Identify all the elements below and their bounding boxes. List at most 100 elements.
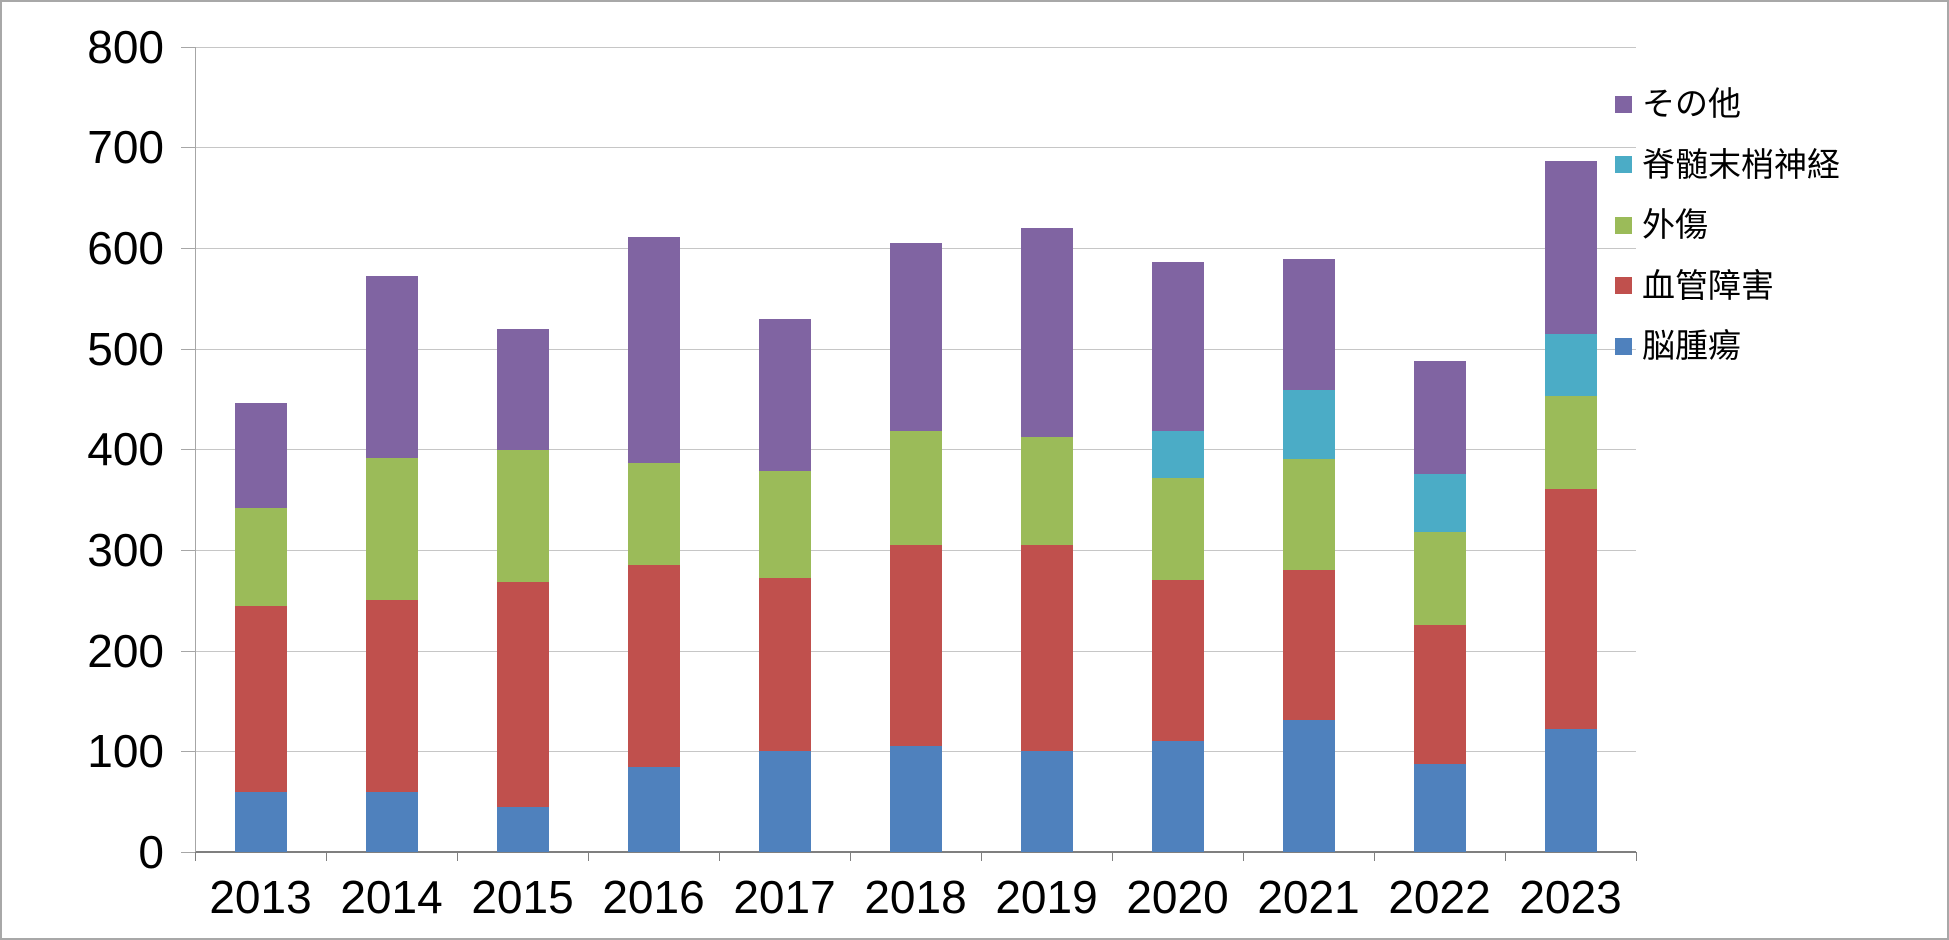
x-axis-label: 2016	[602, 871, 705, 923]
bar-segment-血管障害	[627, 565, 680, 768]
y-axis-tick	[181, 751, 195, 753]
bar-segment-外傷	[1544, 395, 1597, 489]
y-axis-label: 700	[87, 121, 164, 174]
x-axis-label: 2020	[1126, 871, 1229, 923]
y-axis-label: 300	[87, 523, 164, 576]
bar-segment-脳腫瘍	[234, 791, 287, 852]
bar-segment-脊髄末梢神経	[1282, 389, 1335, 460]
x-axis-label: 2013	[209, 871, 312, 923]
bar-segment-その他	[1413, 360, 1466, 475]
legend-label: 脳腫瘍	[1642, 327, 1741, 365]
y-axis-label: 100	[87, 725, 164, 778]
x-axis-line	[195, 851, 1636, 853]
x-axis-tick	[588, 852, 589, 861]
bar-segment-脊髄末梢神経	[1413, 474, 1466, 532]
bar-segment-血管障害	[1282, 570, 1335, 721]
bar-segment-外傷	[1413, 531, 1466, 626]
legend-label: その他	[1642, 85, 1741, 122]
bar-segment-脊髄末梢神経	[1544, 334, 1597, 396]
bar-segment-脳腫瘍	[889, 746, 942, 852]
bar-segment-脳腫瘍	[1151, 741, 1204, 852]
bar-2022	[1413, 47, 1466, 853]
y-axis-label: 500	[87, 322, 164, 375]
bar-segment-その他	[758, 319, 811, 472]
bar-segment-外傷	[1020, 437, 1073, 545]
x-axis-tick	[195, 852, 196, 861]
x-axis-label: 2022	[1388, 871, 1491, 923]
x-axis-tick	[850, 852, 851, 861]
bar-segment-外傷	[1282, 459, 1335, 571]
bar-segment-その他	[234, 402, 287, 508]
bar-segment-脳腫瘍	[1544, 729, 1597, 852]
y-axis-tick	[181, 247, 195, 249]
bar-segment-外傷	[496, 450, 549, 583]
bar-segment-その他	[1282, 258, 1335, 390]
legend-label: 血管障害	[1642, 266, 1774, 304]
bar-segment-脳腫瘍	[627, 767, 680, 852]
x-axis-label: 2017	[733, 871, 836, 923]
x-axis-tick	[981, 852, 982, 861]
x-axis-tick	[1374, 852, 1375, 861]
bar-segment-その他	[889, 242, 942, 432]
gridline	[195, 147, 1636, 149]
x-axis-tick	[457, 852, 458, 861]
plot-area	[195, 46, 1636, 853]
gridline	[195, 46, 1636, 48]
bar-segment-脳腫瘍	[758, 751, 811, 852]
y-axis-line	[195, 46, 196, 852]
y-axis-tick	[181, 549, 195, 551]
x-axis-tick	[719, 852, 720, 861]
bar-segment-血管障害	[1413, 625, 1466, 765]
y-axis-label: 600	[87, 221, 164, 274]
y-axis-tick	[181, 348, 195, 350]
legend-item: 血管障害	[1615, 266, 1774, 304]
x-axis-tick	[326, 852, 327, 861]
y-axis-tick	[181, 650, 195, 652]
x-axis-label: 2015	[471, 871, 574, 923]
x-axis-label: 2014	[340, 871, 443, 923]
y-axis-tick	[181, 147, 195, 149]
bar-2021	[1282, 47, 1335, 853]
bar-segment-外傷	[234, 507, 287, 607]
x-axis-tick	[1636, 852, 1637, 861]
bar-segment-その他	[1151, 261, 1204, 432]
bar-2013	[234, 47, 287, 853]
y-axis-label: 0	[138, 826, 164, 878]
bar-segment-その他	[365, 276, 418, 459]
x-axis-tick	[1243, 852, 1244, 861]
x-axis-label: 2019	[995, 871, 1098, 923]
bar-segment-血管障害	[365, 600, 418, 792]
bar-segment-血管障害	[234, 606, 287, 792]
bar-segment-その他	[1544, 161, 1597, 335]
bar-segment-血管障害	[889, 544, 942, 747]
x-axis-tick	[1112, 852, 1113, 861]
bar-segment-脳腫瘍	[1413, 764, 1466, 852]
bar-2017	[758, 47, 811, 852]
x-axis-label: 2021	[1257, 871, 1360, 923]
bar-segment-脳腫瘍	[496, 806, 549, 852]
bar-segment-脳腫瘍	[1282, 720, 1335, 852]
y-axis-tick	[181, 852, 195, 853]
bar-segment-外傷	[1151, 478, 1204, 581]
bar-segment-脳腫瘍	[365, 791, 418, 852]
bar-segment-外傷	[627, 463, 680, 566]
bar-2014	[365, 47, 418, 853]
bar-segment-血管障害	[1151, 580, 1204, 742]
bar-segment-血管障害	[1020, 544, 1073, 752]
y-axis-label: 400	[87, 423, 164, 476]
legend-label: 脊髄末梢神経	[1642, 145, 1840, 183]
bar-segment-その他	[1020, 227, 1073, 438]
bar-segment-脊髄末梢神経	[1151, 431, 1204, 479]
bar-segment-その他	[496, 329, 549, 451]
bar-2023	[1544, 47, 1597, 853]
x-axis-label: 2018	[864, 871, 967, 923]
bar-2018	[889, 47, 942, 853]
bar-2020	[1151, 47, 1204, 853]
y-axis-tick	[181, 46, 195, 48]
x-axis-tick	[1505, 852, 1506, 861]
bar-2019	[1020, 47, 1073, 852]
bar-2015	[496, 47, 549, 853]
bar-segment-外傷	[889, 431, 942, 545]
legend-label: 外傷	[1642, 206, 1708, 244]
